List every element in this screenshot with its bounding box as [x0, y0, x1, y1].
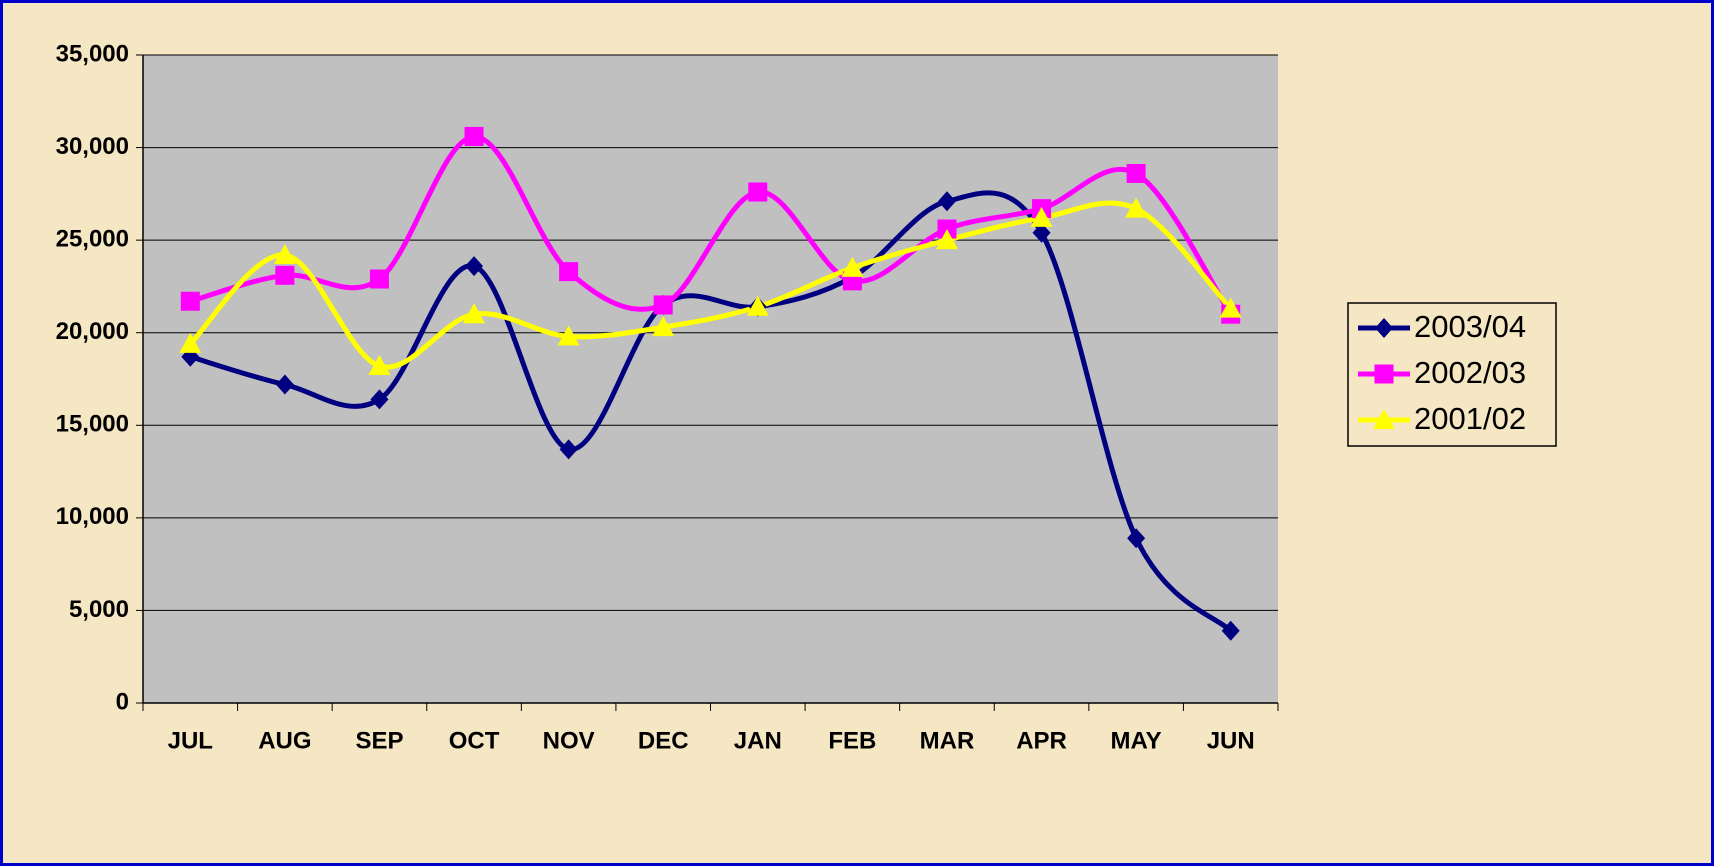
data-point: [652, 316, 675, 337]
x-tick-label: APR: [1016, 727, 1067, 754]
data-point: [1030, 206, 1053, 227]
data-point: [179, 332, 202, 353]
x-tick-label: DEC: [638, 727, 689, 754]
y-tick-label: 35,000: [56, 40, 129, 67]
x-tick-label: OCT: [449, 727, 500, 754]
legend-label: 2003/04: [1414, 309, 1526, 344]
legend-marker: [1375, 318, 1393, 338]
y-tick-label: 10,000: [56, 503, 129, 530]
y-tick-label: 25,000: [56, 225, 129, 252]
data-point: [1126, 163, 1146, 183]
data-point: [370, 389, 389, 410]
data-point: [1125, 197, 1148, 218]
data-point: [369, 269, 389, 289]
x-tick-label: MAY: [1111, 727, 1162, 754]
data-point: [463, 303, 486, 324]
y-tick-label: 30,000: [56, 133, 129, 160]
data-point: [748, 182, 768, 202]
data-point: [937, 191, 956, 212]
data-point: [559, 262, 579, 282]
data-point: [1219, 297, 1242, 318]
y-tick-label: 5,000: [69, 596, 129, 623]
legend-marker: [1374, 364, 1394, 384]
x-tick-label: JUN: [1207, 727, 1255, 754]
data-point: [653, 295, 673, 315]
data-point: [275, 374, 294, 395]
x-tick-label: AUG: [258, 727, 311, 754]
data-point: [464, 126, 484, 146]
x-tick-label: SEP: [355, 727, 403, 754]
data-point: [1221, 620, 1240, 641]
x-tick-label: NOV: [543, 727, 595, 754]
plot-area: [143, 55, 1278, 703]
data-point: [746, 295, 769, 316]
data-point: [559, 439, 578, 460]
legend-marker: [1373, 409, 1395, 429]
legend-label: 2001/02: [1414, 401, 1526, 436]
legend-label: 2002/03: [1414, 355, 1526, 390]
y-tick-label: 20,000: [56, 318, 129, 345]
x-tick-label: JUL: [168, 727, 213, 754]
data-point: [557, 325, 580, 346]
data-point: [465, 256, 484, 277]
x-tick-label: MAR: [920, 727, 975, 754]
data-point: [935, 229, 958, 250]
series-line: [188, 200, 1233, 370]
y-tick-label: 15,000: [56, 411, 129, 438]
data-point: [1127, 528, 1146, 549]
data-point: [1032, 222, 1051, 243]
data-point: [841, 256, 864, 277]
data-point: [180, 291, 200, 311]
x-tick-label: JAN: [734, 727, 782, 754]
data-point: [275, 265, 295, 285]
y-tick-label: 0: [116, 688, 129, 715]
x-tick-label: FEB: [828, 727, 876, 754]
data-point: [368, 355, 391, 376]
data-point: [273, 243, 296, 264]
series-line: [189, 190, 1233, 633]
